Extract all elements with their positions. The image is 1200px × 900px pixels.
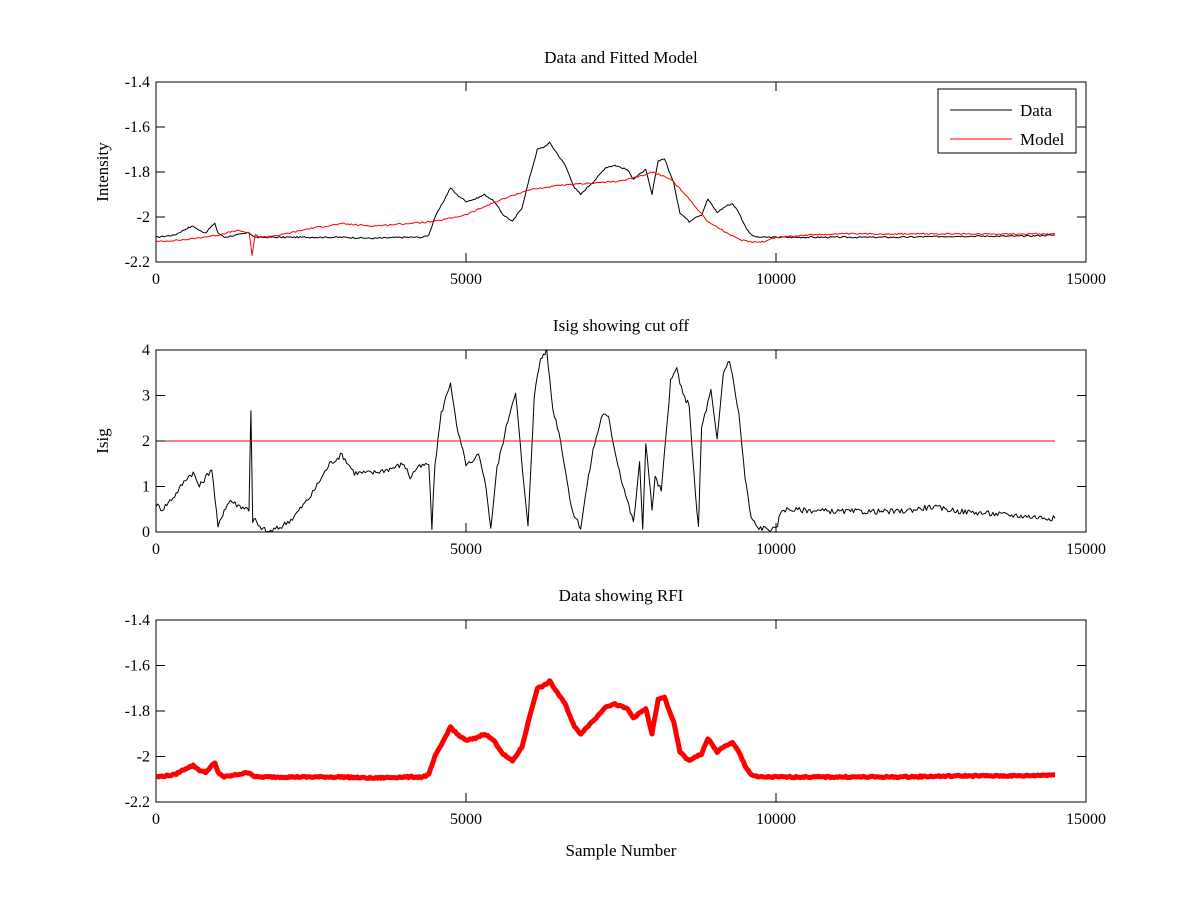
x-tick-label: 15000 — [1066, 811, 1106, 828]
y-tick-label: 3 — [142, 388, 150, 405]
x-tick-label: 0 — [152, 271, 160, 288]
series-group — [156, 350, 1056, 532]
series-group — [156, 678, 1056, 781]
series-group — [156, 141, 1056, 257]
y-tick-label: -1.6 — [125, 658, 150, 675]
subplot-2: 0 5000 10000 15000 0 1 2 3 4 Isig showing cut off… — [93, 316, 1106, 558]
y-tick-label: -2 — [137, 749, 150, 766]
subplot-3: 0 5000 10000 15000 -2.2 -2 -1.8 -1.6 -1.4 Data sh… — [125, 586, 1106, 860]
x-tick-label: 10000 — [756, 541, 796, 558]
x-tick-label: 5000 — [450, 541, 482, 558]
series-1-line — [156, 678, 1056, 781]
chart-title: Data and Fitted Model — [544, 48, 698, 67]
chart-title: Data showing RFI — [559, 586, 684, 605]
y-axis-label: Isig — [93, 428, 112, 454]
series-1-line — [156, 350, 1056, 532]
y-tick-label: 1 — [142, 479, 150, 496]
y-tick-label: -1.8 — [125, 164, 150, 181]
y-tick-label: -2 — [137, 209, 150, 226]
x-axis-label: Sample Number — [566, 841, 677, 860]
chart-title: Isig showing cut off — [553, 316, 689, 335]
subplot-1: 0 5000 10000 15000 -2.2 -2 -1.8 -1.6 -1.4 Data an… — [93, 48, 1106, 288]
legend-box — [937, 88, 1077, 154]
y-tick-label: -1.4 — [125, 612, 150, 629]
legend-label-data: Data — [1020, 101, 1053, 120]
axes-box — [155, 81, 1087, 263]
y-axis-label: Intensity — [93, 142, 112, 202]
x-tick-label: 5000 — [450, 811, 482, 828]
y-tick-label: -2.2 — [125, 794, 150, 811]
axes-box — [155, 619, 1087, 803]
y-tick-label: -1.4 — [125, 74, 150, 91]
y-tick-label: -1.6 — [125, 119, 150, 136]
y-tick-label: -2.2 — [125, 254, 150, 271]
x-tick-label: 0 — [152, 541, 160, 558]
x-tick-label: 10000 — [756, 811, 796, 828]
y-tick-label: 4 — [142, 342, 150, 359]
model-line — [156, 171, 1056, 257]
y-tick-label: 0 — [142, 524, 150, 541]
x-tick-label: 10000 — [756, 271, 796, 288]
legend-label-model: Model — [1020, 130, 1065, 149]
x-tick-label: 15000 — [1066, 541, 1106, 558]
data-line — [156, 141, 1056, 240]
y-tick-label: 2 — [142, 433, 150, 450]
legend: Data Model — [937, 88, 1077, 154]
x-tick-label: 5000 — [450, 271, 482, 288]
x-tick-label: 0 — [152, 811, 160, 828]
y-tick-label: -1.8 — [125, 703, 150, 720]
x-tick-label: 15000 — [1066, 271, 1106, 288]
